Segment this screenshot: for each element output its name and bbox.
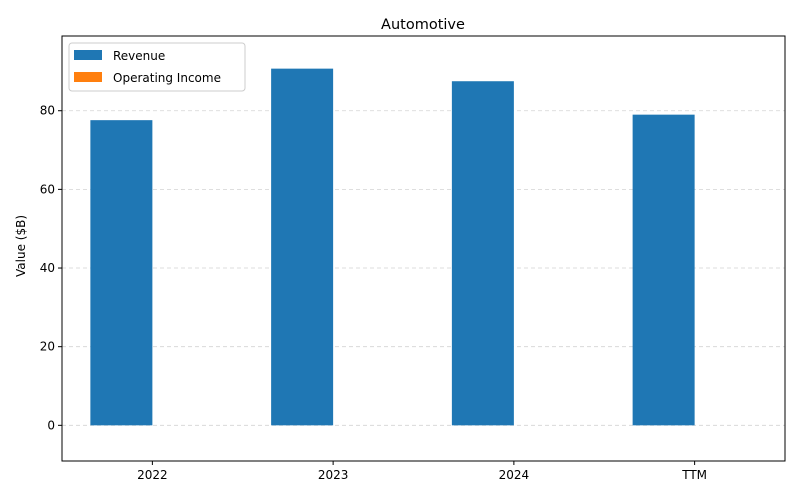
bar-revenue-2024 — [451, 81, 514, 426]
legend-box — [68, 42, 246, 92]
legend-label: Revenue — [113, 49, 165, 63]
x-tick-label: 2023 — [318, 468, 349, 482]
y-tick-label: 80 — [40, 104, 55, 118]
x-axis: 2022 2023 2024 TTM — [137, 461, 707, 482]
chart-title: Automotive — [381, 17, 465, 33]
legend-swatch — [74, 72, 102, 82]
y-tick-label: 0 — [47, 418, 55, 432]
legend: Revenue Operating Income — [68, 42, 246, 92]
bar-revenue-2022 — [90, 120, 153, 426]
x-tick-label: TTM — [681, 468, 707, 482]
bars — [90, 68, 695, 426]
legend-swatch — [74, 50, 102, 60]
x-tick-label: 2022 — [137, 468, 168, 482]
bar-revenue-ttm — [632, 114, 695, 426]
x-tick-label: 2024 — [499, 468, 530, 482]
plot-frame — [61, 35, 786, 462]
y-axis-title: Value ($B) — [14, 215, 28, 277]
y-tick-label: 20 — [40, 340, 55, 354]
y-axis: 0 20 40 60 80 — [40, 104, 62, 432]
y-tick-label: 60 — [40, 182, 55, 196]
bar-revenue-2023 — [271, 68, 334, 426]
legend-label: Operating Income — [113, 71, 221, 85]
y-tick-label: 40 — [40, 261, 55, 275]
